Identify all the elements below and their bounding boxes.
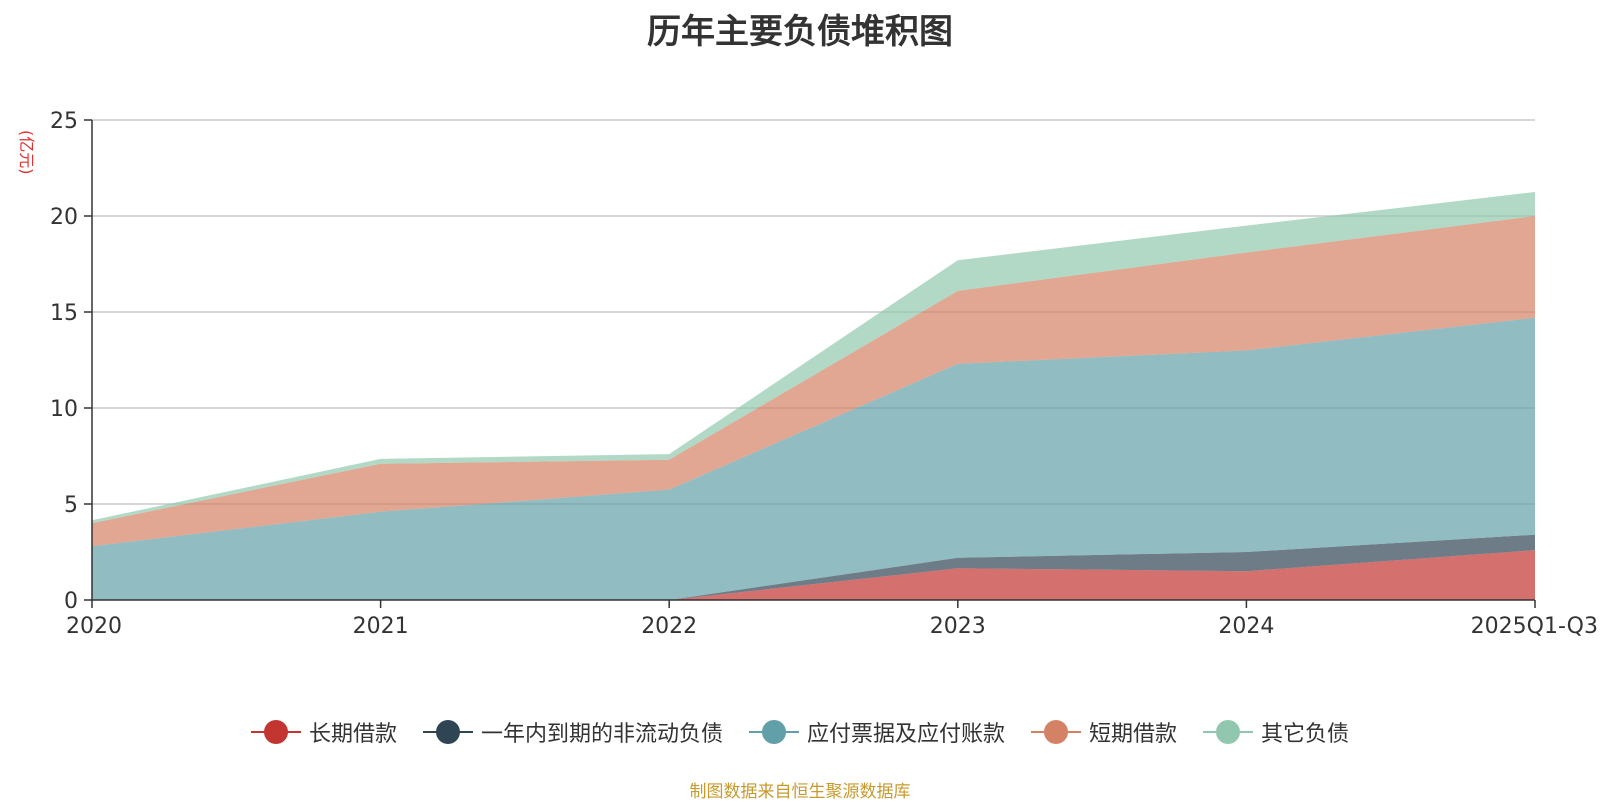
legend-swatch-icon [1203, 719, 1254, 745]
legend-label: 长期借款 [308, 722, 397, 747]
source-note: 制图数据来自恒生聚源数据库 [689, 782, 911, 802]
area-series-3 [92, 216, 1535, 547]
y-tick-label: 5 [64, 493, 78, 518]
axis-layer: 0 5 10 15 20 25 2020 2021 2022 2023 2024 2025Q1-Q3 [50, 109, 1598, 639]
x-tick-label: 2020 [66, 614, 122, 639]
legend-swatch-icon [1031, 719, 1081, 745]
y-tick-label: 15 [50, 301, 78, 326]
x-tick-label: 2024 [1218, 614, 1274, 639]
x-tick-label: 2022 [641, 614, 697, 639]
legend-item-2[interactable]: 应付票据及应付账款 [748, 716, 1005, 748]
x-tick-label: 2025Q1-Q3 [1471, 614, 1598, 639]
x-tick-label: 2021 [353, 614, 409, 639]
area-series-2 [92, 317, 1535, 600]
legend-item-1[interactable]: 一年内到期的非流动负债 [422, 716, 723, 748]
legend-label: 短期借款 [1089, 722, 1178, 747]
area-layer [92, 192, 1535, 600]
y-tick-label: 20 [50, 205, 78, 230]
area-series-1 [92, 534, 1535, 600]
legend-item-0[interactable]: 长期借款 [250, 716, 397, 748]
y-tick-label: 10 [50, 397, 78, 422]
chart-legend: 长期借款 一年内到期的非流动负债 应付票据及应付账款 短期借款 其它负债 [0, 716, 1600, 748]
legend-label: 一年内到期的非流动负债 [480, 722, 723, 747]
legend-swatch-icon [748, 719, 799, 745]
x-tick-label: 2023 [930, 614, 986, 639]
legend-item-3[interactable]: 短期借款 [1031, 716, 1177, 748]
legend-item-4[interactable]: 其它负债 [1203, 716, 1349, 748]
legend-swatch-icon [250, 719, 301, 745]
y-tick-label: 0 [64, 589, 78, 614]
area-series-0 [92, 550, 1535, 600]
legend-label: 其它负债 [1261, 722, 1350, 747]
y-tick-label: 25 [50, 109, 78, 134]
legend-label: 应付票据及应付账款 [806, 722, 1005, 747]
legend-swatch-icon [422, 719, 473, 745]
area-series-4 [92, 192, 1535, 524]
chart-title: 历年主要负债堆积图 [647, 12, 953, 52]
